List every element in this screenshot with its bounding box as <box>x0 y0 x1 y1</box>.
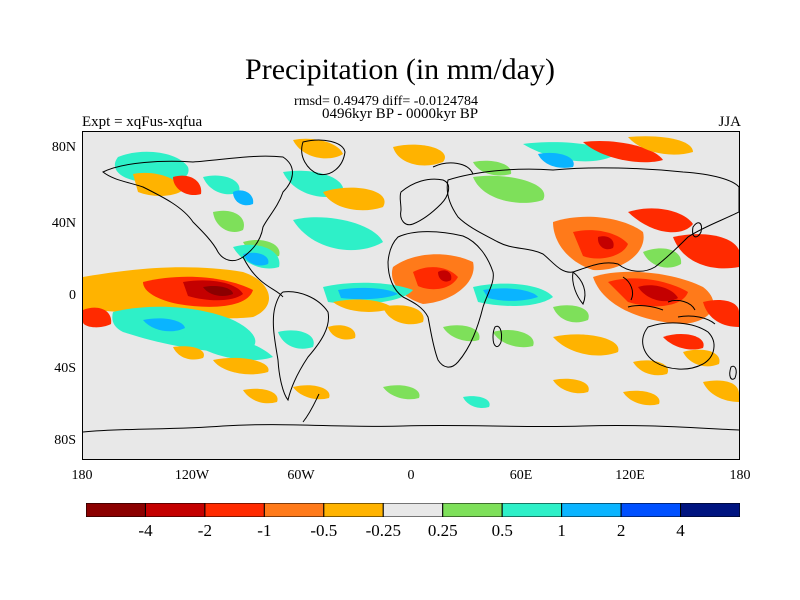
precip-anomaly-map <box>83 136 739 433</box>
coastlines <box>83 139 739 433</box>
lon-tick-60e: 60E <box>509 468 533 483</box>
lat-tick-eq: 0 <box>69 288 76 303</box>
colorbar-swatch <box>382 503 444 517</box>
period-line: 0496kyr BP - 0000kyr BP <box>321 106 479 122</box>
experiment-label: Expt = xqFus-xqfua <box>82 114 203 130</box>
anomaly-fields <box>83 136 739 408</box>
colorbar-swatches <box>86 503 740 517</box>
plot-title: Precipitation (in mm/day) <box>245 53 555 86</box>
lon-tick-0: 0 <box>407 468 415 483</box>
lon-tick-180w: 180 <box>71 468 93 483</box>
colorbar-label: -1 <box>257 521 272 540</box>
colorbar <box>86 503 740 517</box>
colorbar-swatch <box>204 503 265 517</box>
lon-tick-120w: 120W <box>174 468 210 483</box>
colorbar-label: -0.5 <box>310 521 338 540</box>
colorbar-swatch <box>86 503 146 517</box>
colorbar-label: -0.25 <box>365 521 401 540</box>
lat-tick-80n: 80N <box>51 140 76 155</box>
colorbar-label: 0.5 <box>491 521 513 540</box>
lat-tick-80s: 80S <box>54 433 76 448</box>
colorbar-label: 0.25 <box>427 521 458 540</box>
colorbar-swatch <box>561 503 622 517</box>
colorbar-label: 4 <box>676 521 685 540</box>
colorbar-swatch <box>263 503 325 517</box>
colorbar-label: 2 <box>616 521 626 540</box>
colorbar-swatch <box>323 503 384 517</box>
colorbar-label: 1 <box>557 521 566 540</box>
lat-tick-40s: 40S <box>54 361 76 376</box>
lat-tick-40n: 40N <box>51 216 76 231</box>
colorbar-swatch <box>620 503 682 517</box>
map-panel <box>82 131 740 460</box>
colorbar-label: -4 <box>138 521 153 540</box>
colorbar-swatch <box>680 503 740 517</box>
stats-line: rmsd= 0.49479 diff= -0.0124784 <box>294 94 478 109</box>
lon-tick-180e: 180 <box>729 468 751 483</box>
colorbar-swatch <box>442 503 503 517</box>
lon-tick-60w: 60W <box>287 468 315 483</box>
lon-tick-120e: 120E <box>615 468 645 483</box>
colorbar-swatch <box>144 503 206 517</box>
colorbar-label: -2 <box>197 521 212 540</box>
season-label: JJA <box>718 114 741 130</box>
colorbar-swatch <box>501 503 563 517</box>
